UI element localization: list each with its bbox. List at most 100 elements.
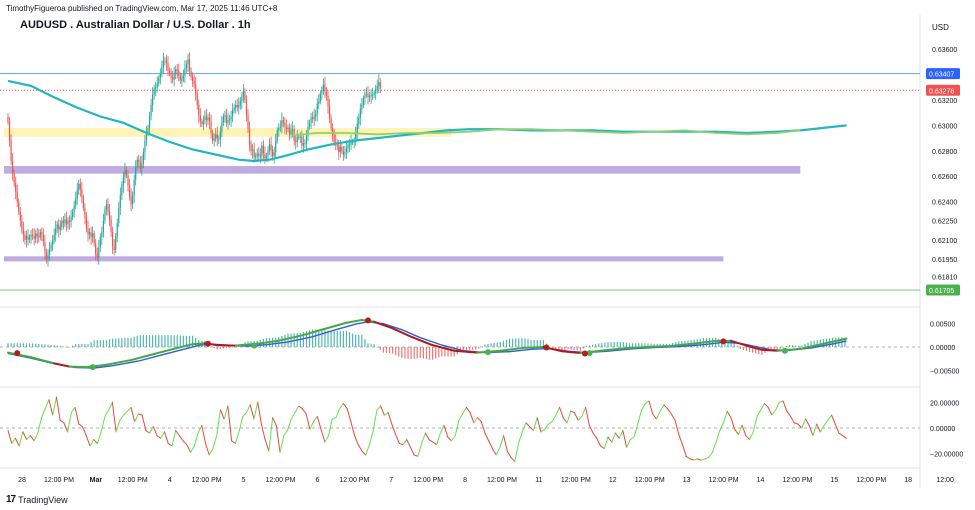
macd-histogram-bar [225,347,228,348]
candle-body [108,211,111,220]
macd-histogram-bar [28,343,31,347]
oscillator-line-segment [477,417,482,423]
oscillator-line-segment [618,430,624,439]
macd-histogram-bar [13,343,15,347]
candle-body [279,126,281,128]
candle-body [219,131,221,140]
oscillator-line-segment [89,439,95,447]
macd-histogram-bar [807,342,809,347]
macd-cross-dot-green [586,350,593,357]
candle-body [238,105,240,108]
candle-body [156,83,158,88]
macd-histogram-bar [653,343,655,347]
oscillator-line-segment [242,412,248,417]
macd-histogram-bar [139,335,141,347]
candle-body [345,148,348,153]
oscillator-line-segment [361,450,367,456]
macd-histogram-bar [176,335,178,347]
candle-body [172,77,174,80]
oscillator-line-segment [350,421,356,437]
price-zones [4,127,801,262]
candle-body [142,152,144,164]
time-tick-label: 6 [315,477,319,484]
oscillator-line-segment [119,414,125,421]
oscillator-line-segment [838,432,844,437]
oscillator-line-segment [447,436,452,442]
candle-body [225,115,228,123]
oscillator-line-segment [257,401,262,425]
support-price-marker-label: 0.61705 [929,288,954,295]
oscillator-line-segment [186,444,192,453]
macd-histogram-bar [302,332,304,347]
macd-histogram-bar [287,333,289,347]
macd-histogram-bar [573,347,575,351]
oscillator-line-segment [600,445,605,450]
macd-histogram-bar [779,347,781,349]
oscillator-line-segment [637,409,643,425]
oscillator-line-segment [614,432,620,439]
macd-histogram-bar [524,338,526,347]
oscillator-line-segment [611,432,616,443]
macd-histogram-bar [558,347,560,350]
oscillator-line-segment [193,432,199,447]
macd-histogram-bar [392,347,394,354]
macd-histogram-bar [81,343,83,347]
tradingview-logo[interactable]: 17 TradingView [6,494,68,505]
candle-body [147,127,149,133]
candle-body [188,59,191,71]
macd-histogram-bar [610,342,612,347]
macd-histogram-bar [367,343,369,347]
time-tick-label: 12 [609,477,617,484]
oscillator-line-segment [622,430,628,448]
candle-body [192,77,194,81]
candle-body [365,93,368,95]
time-tick-label: 12:00 PM [856,477,886,484]
macd-histogram-bar [490,343,492,347]
macd-histogram-bar [232,347,234,348]
candle-body [184,68,186,76]
oscillator-line-segment [469,412,475,424]
macd-cross-dot-red [581,350,588,357]
candle-body [295,140,297,142]
price-tick-label: 0.63000 [932,123,957,130]
macd-histogram-bar [484,344,486,347]
candle-body [350,141,352,145]
price-tick-label: 0.61950 [932,257,957,264]
macd-histogram-bar [493,342,495,347]
candle-body [15,182,17,192]
candle-body [170,73,172,78]
candle-body [102,220,104,233]
oscillator-line-segment [503,435,508,452]
candle-body [8,121,11,141]
macd-line-segment [130,353,156,362]
macd-histogram-bar [576,347,578,351]
macd-histogram-bar [44,344,46,347]
macd-histogram-bar [552,347,554,348]
candle-body [302,143,304,146]
oscillator-line-segment [29,435,35,442]
candle-body [101,232,103,238]
macd-cross-dot-green [89,364,96,371]
oscillator-line-segment [368,430,374,446]
macd-histogram-bar [22,343,24,347]
macd-histogram-bar [656,343,658,347]
candle-body [342,150,344,155]
candle-body [38,235,40,238]
candle-body [239,101,241,106]
candle-body [347,144,349,149]
macd-histogram-bar [379,347,381,350]
candle-body [113,246,115,250]
macd-histogram-bar [222,347,224,349]
candle-body [361,105,363,109]
oscillator-line-segment [164,431,169,444]
candle-body [50,244,52,249]
oscillator-line-segment [607,436,613,443]
oscillator-line-segment [790,415,795,424]
candle-body [165,60,168,64]
macd-histogram-bar [724,341,726,347]
macd-histogram-bar [65,347,68,348]
macd-histogram-bar [308,330,311,347]
oscillator-line-segment [14,437,20,447]
oscillator-line-segment [18,431,24,447]
macd-histogram-bar [16,343,18,347]
